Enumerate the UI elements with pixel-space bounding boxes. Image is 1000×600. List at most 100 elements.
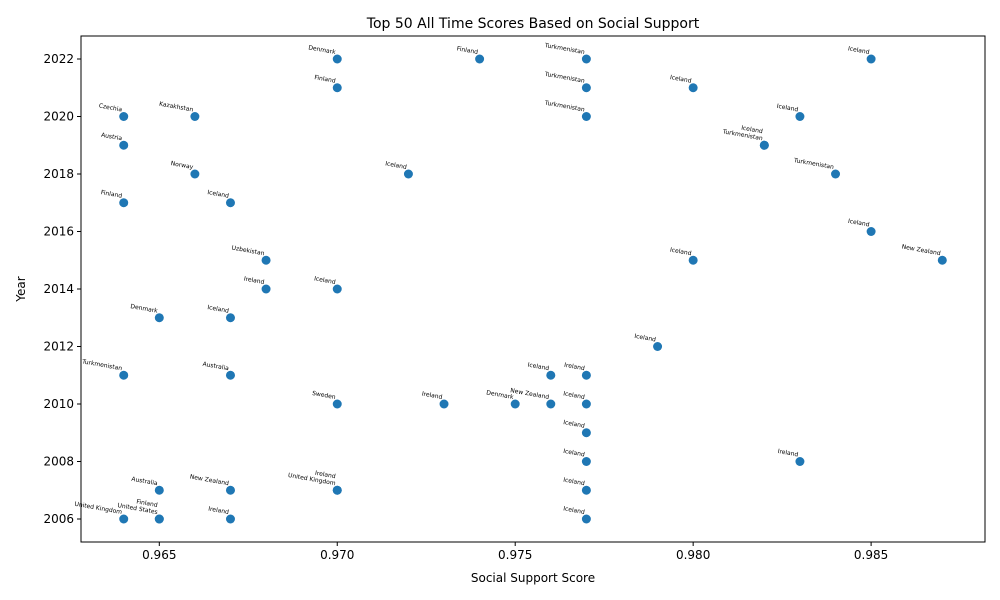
data-point <box>546 399 556 409</box>
data-point <box>866 54 876 64</box>
point-label: Iceland <box>527 362 550 373</box>
data-point <box>653 342 663 351</box>
point-label: Iceland <box>741 125 764 136</box>
y-tick-label: 2020 <box>43 110 74 124</box>
point-label: Iceland <box>847 45 870 56</box>
x-tick-label: 0.980 <box>676 548 710 562</box>
data-point <box>688 255 698 265</box>
point-label: Australia <box>202 361 230 373</box>
data-point <box>581 399 591 409</box>
data-point <box>332 399 342 409</box>
data-point <box>190 112 200 121</box>
point-label: Ireland <box>777 448 799 459</box>
data-point <box>546 370 556 380</box>
point-label: Ireland <box>208 505 230 516</box>
data-point <box>225 485 235 495</box>
data-point <box>581 370 591 380</box>
data-point <box>261 255 271 265</box>
data-point <box>831 169 841 179</box>
data-point <box>119 514 129 524</box>
y-tick-label: 2006 <box>43 512 74 526</box>
point-label: Ireland <box>314 470 336 481</box>
point-label: Iceland <box>563 505 586 516</box>
data-point <box>154 313 164 323</box>
data-point <box>581 54 591 64</box>
point-label: Iceland <box>207 304 230 315</box>
point-label: Iceland <box>563 448 586 459</box>
y-tick-label: 2022 <box>43 52 74 66</box>
data-point <box>581 112 591 121</box>
point-label: Iceland <box>563 477 586 488</box>
point-label: Iceland <box>669 74 692 85</box>
x-tick-label: 0.975 <box>498 548 532 562</box>
y-tick-label: 2010 <box>43 397 74 411</box>
data-point <box>581 514 591 524</box>
y-axis-title: Year <box>14 276 28 302</box>
point-label: Iceland <box>207 189 230 200</box>
x-tick-label: 0.985 <box>854 548 888 562</box>
data-point <box>225 370 235 380</box>
y-tick-label: 2016 <box>43 225 74 239</box>
point-label: Finland <box>136 498 159 509</box>
point-label: Iceland <box>563 390 586 401</box>
data-point <box>332 83 342 93</box>
point-label: Denmark <box>308 44 337 56</box>
x-axis-title: Social Support Score <box>471 571 595 585</box>
x-tick-label: 0.970 <box>320 548 354 562</box>
data-point <box>119 112 129 121</box>
data-point <box>332 485 342 495</box>
point-label: Iceland <box>634 333 657 344</box>
point-label: Iceland <box>669 247 692 258</box>
point-label: Iceland <box>847 218 870 229</box>
point-label: Czechia <box>98 102 123 113</box>
data-point <box>866 227 876 236</box>
point-label: Australia <box>131 476 159 488</box>
data-point <box>332 54 342 64</box>
data-point <box>190 169 200 179</box>
data-point <box>261 284 271 294</box>
data-point <box>119 370 129 380</box>
data-point <box>688 83 698 93</box>
data-point <box>225 514 235 524</box>
point-label: Denmark <box>486 389 515 401</box>
y-tick-label: 2008 <box>43 455 74 469</box>
data-point <box>154 485 164 495</box>
data-point <box>439 399 449 409</box>
point-label: Iceland <box>385 160 408 171</box>
point-label: Sweden <box>312 390 337 401</box>
data-point <box>581 457 591 466</box>
data-point <box>403 169 413 179</box>
data-point <box>225 198 235 208</box>
point-label: Austria <box>100 132 122 143</box>
data-point <box>225 313 235 323</box>
data-point <box>332 284 342 294</box>
y-tick-label: 2014 <box>43 282 74 296</box>
data-point <box>475 54 485 64</box>
data-point <box>759 140 769 150</box>
chart-title: Top 50 All Time Scores Based on Social S… <box>366 16 700 32</box>
y-tick-label: 2018 <box>43 167 74 181</box>
point-label: Iceland <box>776 103 799 114</box>
x-axis: 0.965 0.970 0.975 0.980 0.985 <box>142 542 888 562</box>
data-point <box>581 485 591 495</box>
point-label: Norway <box>170 160 194 171</box>
point-label: Denmark <box>130 303 159 315</box>
y-axis: 2006 2008 2010 2012 2014 2016 2018 2020 2022 <box>43 52 81 526</box>
point-label: Ireland <box>421 390 443 401</box>
data-point <box>795 112 805 121</box>
point-label: Iceland <box>563 419 586 430</box>
point-label: Finland <box>100 189 123 200</box>
point-label: Finland <box>314 74 337 85</box>
data-points <box>119 54 947 524</box>
data-point <box>937 255 947 265</box>
x-tick-label: 0.965 <box>142 548 176 562</box>
data-point <box>795 457 805 466</box>
data-point <box>119 198 129 208</box>
data-point <box>510 399 520 409</box>
point-label: Ireland <box>243 275 265 286</box>
data-point <box>581 83 591 93</box>
data-point <box>581 428 591 438</box>
point-label: Ireland <box>564 362 586 373</box>
